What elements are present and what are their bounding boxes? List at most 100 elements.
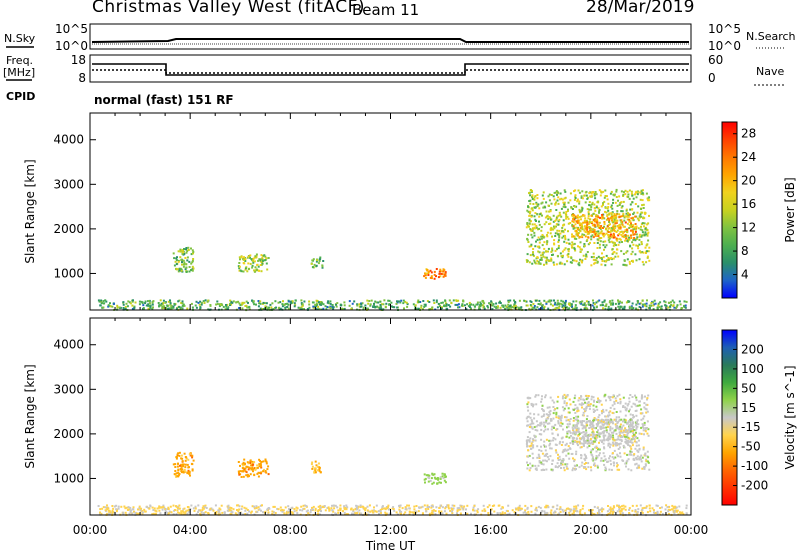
power-echo-cell (592, 228, 595, 231)
velocity-echo-cell (581, 461, 584, 464)
power-echo-cell (181, 304, 184, 307)
velocity-echo-cell (245, 507, 248, 510)
velocity-echo-cell (317, 509, 320, 512)
power-echo-cell (672, 304, 675, 307)
power-echo-cell (574, 223, 577, 226)
power-echo-cell (502, 304, 504, 307)
power-echo-cell (536, 205, 539, 208)
velocity-echo-cell (551, 506, 554, 509)
power-echo-cell (466, 303, 469, 306)
power-echo-cell (595, 301, 598, 304)
velocity-echo-cell (599, 459, 602, 462)
velocity-echo-cell (254, 468, 257, 471)
velocity-echo-cell (636, 437, 639, 440)
velocity-echo-cell (608, 411, 611, 414)
power-echo-cell (531, 209, 534, 212)
power-echo-cell (630, 225, 632, 228)
power-echo-cell (586, 197, 589, 200)
power-echo-cell (584, 217, 587, 220)
nsearch-label: N.Search (746, 30, 796, 43)
velocity-echo-cell (626, 422, 629, 424)
power-echo-cell (172, 306, 175, 309)
velocity-echo-cell (534, 467, 537, 470)
power-echo-cell (536, 194, 539, 196)
power-echo-cell (183, 261, 186, 264)
velocity-echo-cell (594, 446, 597, 449)
power-echo-cell (169, 303, 172, 306)
power-echo-cell (646, 197, 649, 200)
power-echo-cell (538, 251, 541, 254)
velocity-echo-cell (545, 504, 548, 507)
power-echo-cell (173, 264, 176, 267)
power-echo-cell (176, 307, 179, 310)
velocity-echo-cell (585, 429, 588, 432)
velocity-echo-cell (243, 462, 246, 465)
velocity-echo-cell (639, 412, 642, 415)
velocity-echo-cell (561, 451, 564, 454)
power-echo-cell (673, 301, 676, 304)
velocity-echo-cell (497, 504, 500, 507)
velocity-echo-cell (490, 513, 493, 516)
velocity-echo-cell (371, 509, 374, 512)
velocity-echo-cell (621, 431, 624, 434)
power-echo-cell (576, 200, 579, 203)
velocity-echo-cell (408, 504, 410, 507)
power-echo-cell (571, 213, 574, 216)
power-echo-cell (597, 255, 600, 258)
velocity-echo-cell (588, 407, 591, 410)
velocity-echo-cell (571, 469, 574, 472)
power-echo-cell (579, 248, 582, 251)
velocity-echo-cell (608, 423, 611, 426)
velocity-echo-cell (246, 475, 249, 478)
power-echo-cell (621, 223, 624, 226)
velocity-echo-cell (127, 508, 130, 511)
velocity-echo-cell (596, 512, 599, 515)
velocity-echo-cell (108, 509, 111, 512)
velocity-echo-cell (575, 453, 578, 456)
velocity-echo-cell (285, 512, 288, 515)
power-echo-cell (613, 220, 616, 223)
velocity-echo-cell (600, 457, 603, 460)
velocity-echo-cell (554, 423, 557, 426)
power-echo-cell (260, 270, 263, 273)
power-echo-cell (105, 300, 108, 303)
power-echo-cell (433, 277, 436, 280)
power-echo-cell (378, 307, 381, 310)
power-echo-cell (640, 225, 642, 228)
velocity-echo-cell (501, 512, 504, 515)
velocity-echo-cell (620, 440, 623, 442)
power-echo-cell (450, 302, 453, 305)
velocity-echo-cell (647, 460, 649, 463)
power-echo-cell (601, 214, 604, 216)
power-echo-cell (103, 302, 106, 305)
power-echo-cell (620, 210, 623, 213)
velocity-echo-cell (537, 424, 540, 427)
time-tick-label: 08:00 (273, 523, 308, 537)
power-echo-cell (581, 303, 584, 306)
velocity-echo-cell (526, 507, 529, 510)
power-echo-cell (625, 251, 628, 254)
power-echo-cell (613, 216, 616, 219)
power-echo-cell (559, 232, 562, 235)
power-echo-cell (538, 299, 541, 302)
velocity-echo-cell (159, 512, 162, 515)
power-echo-cell (602, 202, 604, 205)
power-echo-cell (680, 308, 683, 311)
power-echo-cell (640, 189, 643, 192)
velocity-echo-cell (318, 466, 321, 469)
velocity-echo-cell (137, 508, 139, 511)
velocity-echo-cell (618, 508, 621, 511)
velocity-echo-cell (641, 394, 643, 397)
power-echo-cell (225, 304, 227, 306)
power-echo-cell (639, 228, 642, 231)
velocity-echo-cell (526, 406, 529, 409)
velocity-echo-cell (631, 444, 634, 447)
power-echo-cell (609, 192, 612, 195)
power-echo-cell (559, 192, 562, 195)
velocity-echo-cell (552, 511, 555, 514)
power-echo-cell (549, 222, 552, 225)
power-echo-cell (643, 304, 646, 307)
power-echo-cell (637, 245, 639, 247)
velocity-echo-cell (314, 509, 317, 512)
velocity-echo-cell (563, 393, 566, 396)
